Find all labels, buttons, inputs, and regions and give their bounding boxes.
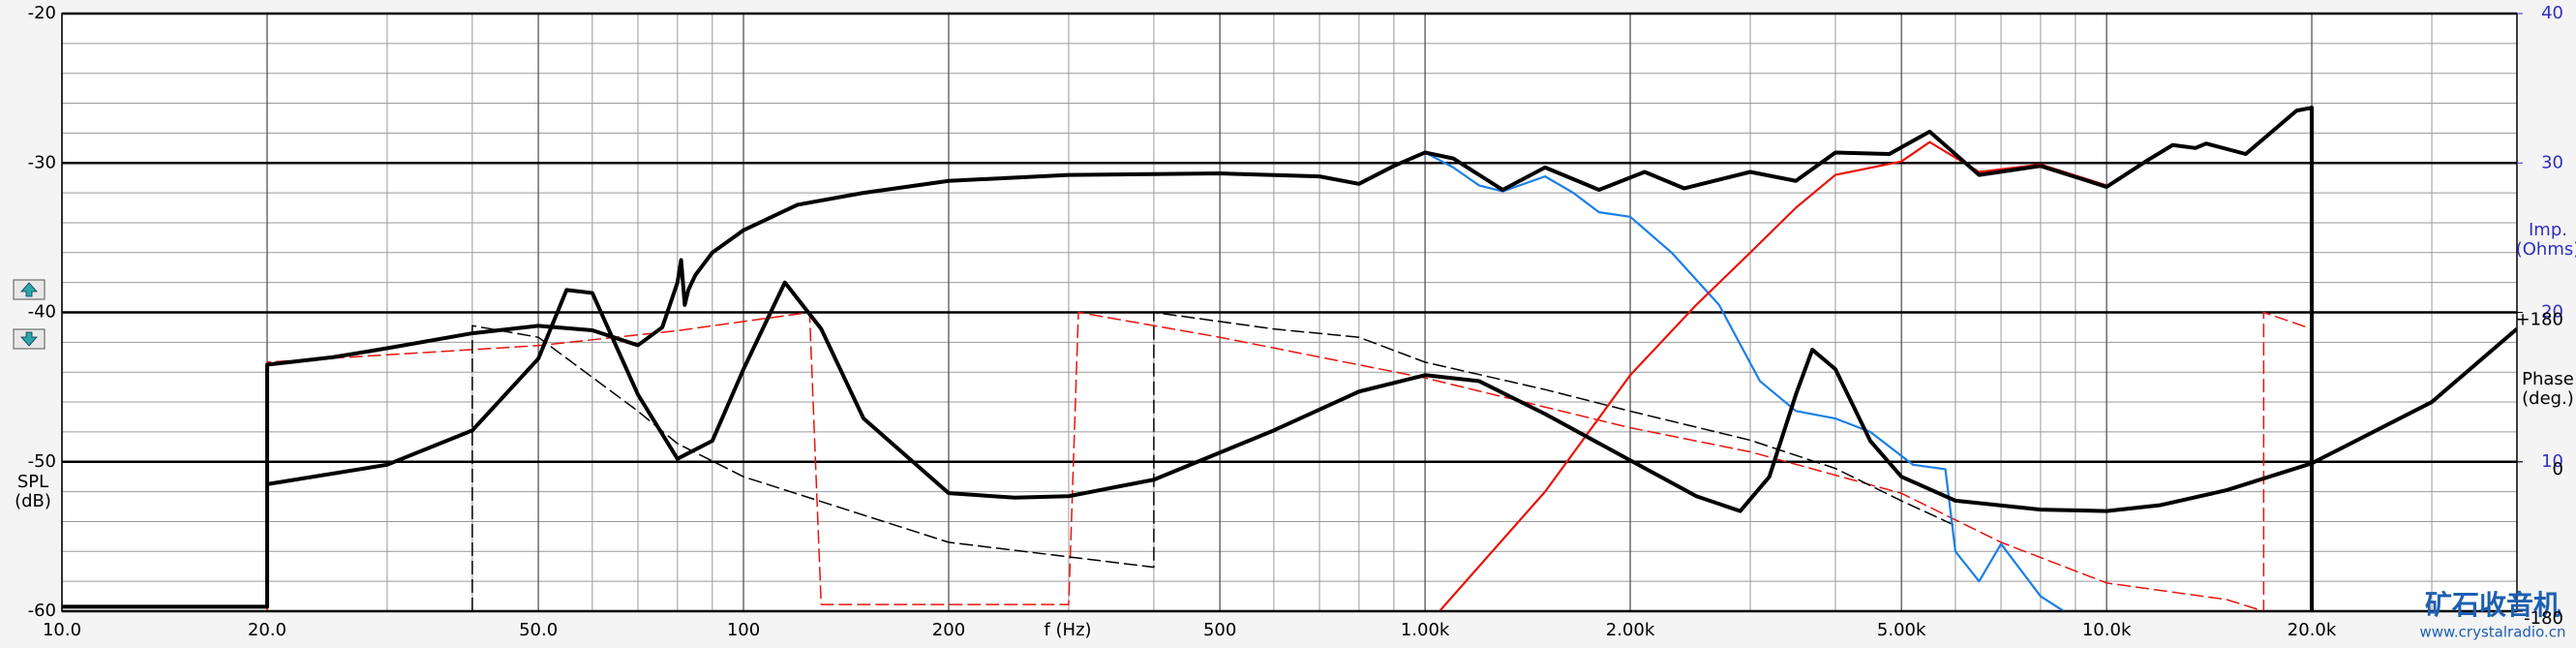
y2-axis-label: (Ohms) (2516, 239, 2576, 260)
curves (62, 106, 2517, 611)
curve (266, 311, 2313, 611)
curve (471, 311, 1956, 611)
curve (266, 280, 2517, 513)
y-tick-label: -40 (28, 302, 56, 323)
x-tick-label: 10.0 (43, 620, 81, 640)
y-tick-label: -20 (28, 3, 56, 23)
curve (62, 106, 2315, 611)
watermark: 矿石收音机 (2425, 589, 2561, 621)
phase-tick-label: +180 (2516, 310, 2563, 330)
y-tick-label: -50 (28, 451, 56, 472)
scroll-down-button[interactable] (13, 328, 45, 350)
curve (1424, 151, 2066, 611)
phase-tick-label: 0 (2553, 459, 2563, 479)
up-arrow[interactable] (20, 282, 38, 297)
x-tick-label: 50.0 (519, 620, 558, 640)
y2-tick-label: 20 (2541, 302, 2563, 323)
y2-tick-label: 40 (2541, 3, 2563, 23)
x-tick-label: 200 (932, 620, 965, 640)
x-tick-label: 5.00k (1877, 620, 1926, 640)
y2-tick-label: 30 (2541, 152, 2563, 172)
down-arrow[interactable] (20, 331, 38, 347)
x-tick-label: 1.00k (1401, 620, 1450, 640)
y-tick-label: -30 (28, 152, 56, 172)
grid (61, 12, 2517, 613)
scroll-up-button[interactable] (13, 279, 45, 300)
y-tick-label: -60 (28, 601, 56, 621)
y-axis-label: SPL (17, 472, 48, 492)
curve (1439, 140, 2107, 611)
x-axis-label: f (Hz) (1044, 620, 1091, 640)
x-tick-label: 2.00k (1606, 620, 1655, 640)
x-tick-label: 10.0k (2082, 620, 2132, 640)
y-axis-label: (dB) (15, 491, 51, 511)
phase-axis-label: Phase (2522, 369, 2574, 389)
watermark: www.crystalradio.cn (2419, 624, 2565, 641)
x-tick-label: 100 (727, 620, 760, 640)
phase-tick-label: -180 (2524, 608, 2563, 629)
phase-axis-label: (deg.) (2522, 388, 2574, 409)
x-tick-label: 20.0 (248, 620, 287, 640)
y2-tick-label: 10 (2541, 451, 2563, 472)
y2-axis-label: Imp. (2529, 220, 2567, 240)
x-tick-label: 500 (1203, 620, 1236, 640)
x-tick-label: 20.0k (2288, 620, 2337, 640)
